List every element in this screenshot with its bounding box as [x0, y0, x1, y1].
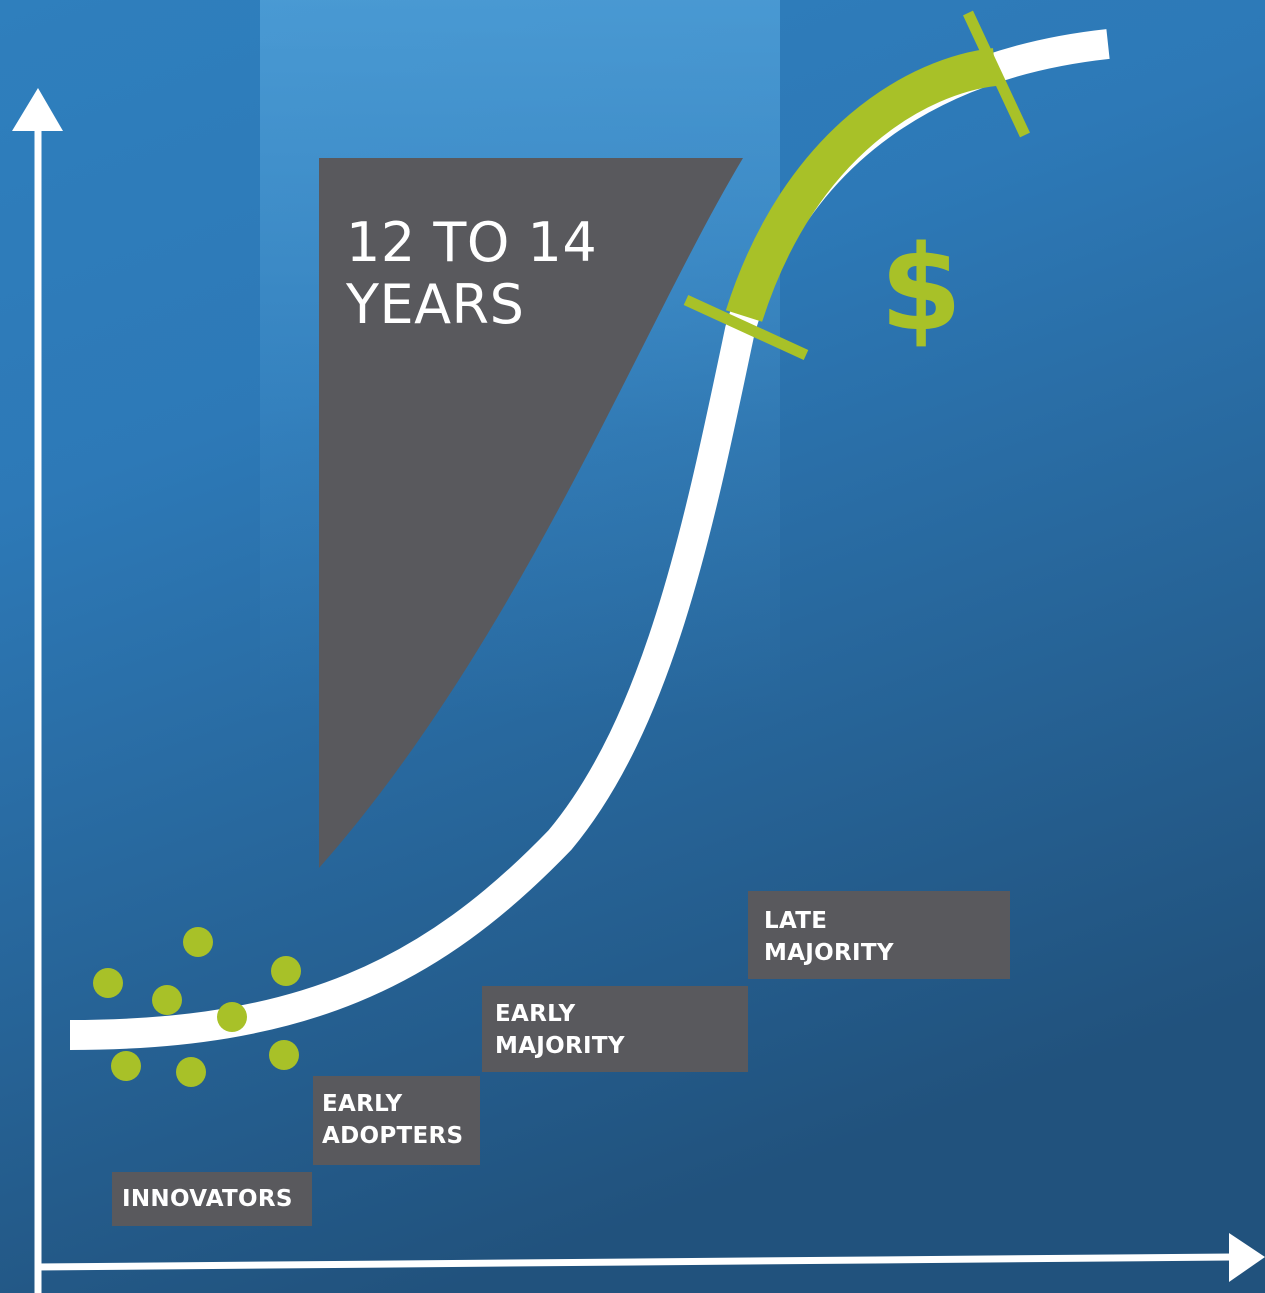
- stage-innovators-label: INNOVATORS: [122, 1186, 293, 1212]
- innovator-dot: [271, 956, 301, 986]
- innovator-dot: [111, 1051, 141, 1081]
- stage-early-adopters: EARLY ADOPTERS: [313, 1076, 480, 1165]
- stage-early-majority-line-2: MAJORITY: [495, 1033, 625, 1059]
- innovator-dot: [183, 927, 213, 957]
- innovator-dot: [93, 968, 123, 998]
- profit-segment-start-tick: [683, 295, 809, 360]
- stage-early-majority-line-1: EARLY: [495, 1001, 576, 1027]
- stage-late-majority-line-1: LATE: [764, 908, 828, 934]
- profit-segment-end-tick: [963, 10, 1030, 138]
- stage-early-adopters-line-1: EARLY: [322, 1091, 403, 1117]
- y-axis-arrowhead: [12, 88, 63, 131]
- chasm-duration-label: 12 TO 14 YEARS: [346, 212, 597, 336]
- innovator-dot: [269, 1040, 299, 1070]
- stage-late-majority: LATE MAJORITY: [748, 891, 1010, 979]
- chasm-duration-line-2: YEARS: [346, 273, 525, 336]
- innovator-dot: [217, 1002, 247, 1032]
- stage-early-majority: EARLY MAJORITY: [482, 986, 748, 1072]
- innovator-dot: [176, 1057, 206, 1087]
- profit-segment: [725, 48, 998, 322]
- x-axis-arrowhead: [1229, 1233, 1265, 1282]
- stage-early-adopters-line-2: ADOPTERS: [322, 1123, 464, 1149]
- x-axis: [34, 1253, 1233, 1271]
- stage-late-majority-line-2: MAJORITY: [764, 940, 894, 966]
- chasm-duration-line-1: 12 TO 14: [346, 211, 598, 274]
- dollar-icon: $: [880, 219, 963, 357]
- stage-innovators: INNOVATORS: [112, 1172, 312, 1226]
- innovator-dot: [152, 985, 182, 1015]
- chasm-wedge: [319, 158, 743, 868]
